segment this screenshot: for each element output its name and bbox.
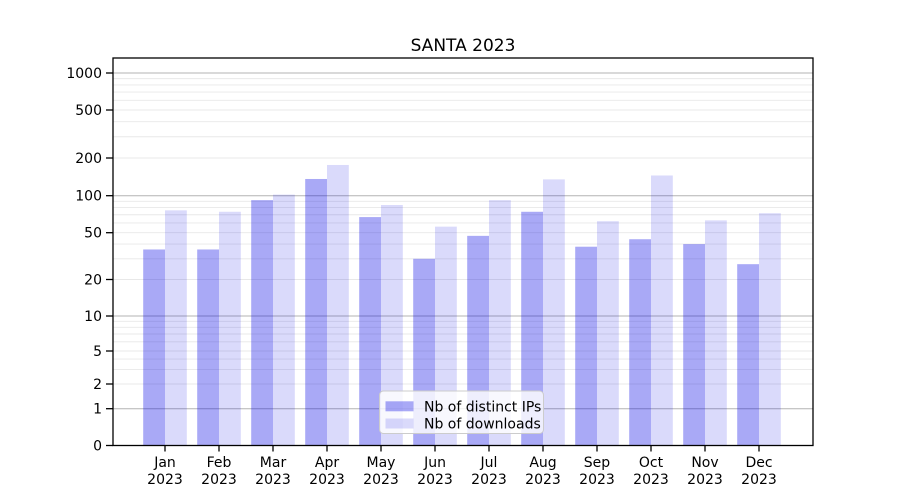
y-axis-tick-label: 0 — [93, 439, 102, 455]
bar — [143, 249, 165, 446]
bar — [651, 175, 673, 446]
bar — [197, 249, 219, 446]
y-axis-tick-label: 500 — [75, 103, 102, 119]
x-axis-tick-label-month: Aug — [529, 455, 556, 471]
x-axis-tick-label-year: 2023 — [687, 472, 723, 488]
bar — [305, 178, 327, 446]
x-axis: Jan2023Feb2023Mar2023Apr2023May2023Jun20… — [147, 445, 777, 488]
y-axis-tick-label: 10 — [84, 309, 102, 325]
x-axis-tick-label-year: 2023 — [633, 472, 669, 488]
x-axis-tick-label-year: 2023 — [201, 472, 237, 488]
y-axis-tick-label: 50 — [84, 226, 102, 242]
y-axis: 0 1 2 5 10 20 50 100 200 500 1000 — [66, 66, 113, 455]
bar — [521, 211, 543, 446]
y-axis-tick-label: 200 — [75, 151, 102, 167]
x-axis-tick-label-year: 2023 — [147, 472, 183, 488]
x-axis-tick-label-month: Jul — [480, 455, 498, 471]
x-axis-tick-label-month: May — [367, 455, 396, 471]
x-axis-tick-label-year: 2023 — [363, 472, 399, 488]
y-axis-tick-label: 1000 — [66, 66, 102, 82]
x-axis-tick-label-year: 2023 — [255, 472, 291, 488]
bars-downloads — [165, 164, 781, 446]
x-axis-tick-label-month: Dec — [745, 455, 772, 471]
x-axis-tick-label-month: Nov — [691, 455, 718, 471]
legend-swatch-downloads — [385, 418, 414, 429]
x-axis-tick-label-month: Jun — [423, 455, 446, 471]
bar — [629, 239, 651, 446]
legend-swatch-distinct-ips — [385, 401, 414, 412]
bar — [737, 264, 759, 446]
x-axis-tick-label-year: 2023 — [579, 472, 615, 488]
bar — [219, 211, 241, 446]
bar — [597, 221, 619, 446]
legend-label: Nb of downloads — [424, 417, 541, 433]
x-axis-tick-label-month: Mar — [260, 455, 287, 471]
x-axis-tick-label-year: 2023 — [417, 472, 453, 488]
x-axis-tick-label-month: Apr — [315, 455, 339, 471]
bar — [575, 246, 597, 446]
bar — [327, 164, 349, 446]
x-axis-tick-label-month: Feb — [207, 455, 232, 471]
y-axis-tick-label: 20 — [84, 273, 102, 289]
y-axis-tick-label: 5 — [93, 344, 102, 360]
chart-title: SANTA 2023 — [410, 36, 516, 56]
bar — [705, 220, 727, 446]
bar — [759, 213, 781, 446]
y-axis-tick-label: 2 — [93, 377, 102, 393]
bar — [381, 205, 403, 446]
bar — [273, 194, 295, 446]
bar — [165, 210, 187, 446]
legend-label: Nb of distinct IPs — [424, 399, 541, 415]
x-axis-tick-label-year: 2023 — [309, 472, 345, 488]
grid-minor — [113, 78, 813, 385]
bar — [359, 217, 381, 446]
bar — [489, 200, 511, 446]
x-axis-tick-label-year: 2023 — [741, 472, 777, 488]
y-axis-tick-label: 1 — [93, 402, 102, 418]
legend: Nb of distinct IPs Nb of downloads — [379, 390, 544, 434]
x-axis-tick-label-month: Oct — [639, 455, 664, 471]
bar — [543, 179, 565, 446]
x-axis-tick-label-month: Sep — [584, 455, 611, 471]
x-axis-tick-label-month: Jan — [153, 455, 176, 471]
axes-spines — [112, 57, 814, 447]
bar — [251, 200, 273, 446]
x-axis-tick-label-year: 2023 — [471, 472, 507, 488]
bar — [683, 244, 705, 446]
x-axis-tick-label-year: 2023 — [525, 472, 561, 488]
y-axis-tick-label: 100 — [75, 189, 102, 205]
